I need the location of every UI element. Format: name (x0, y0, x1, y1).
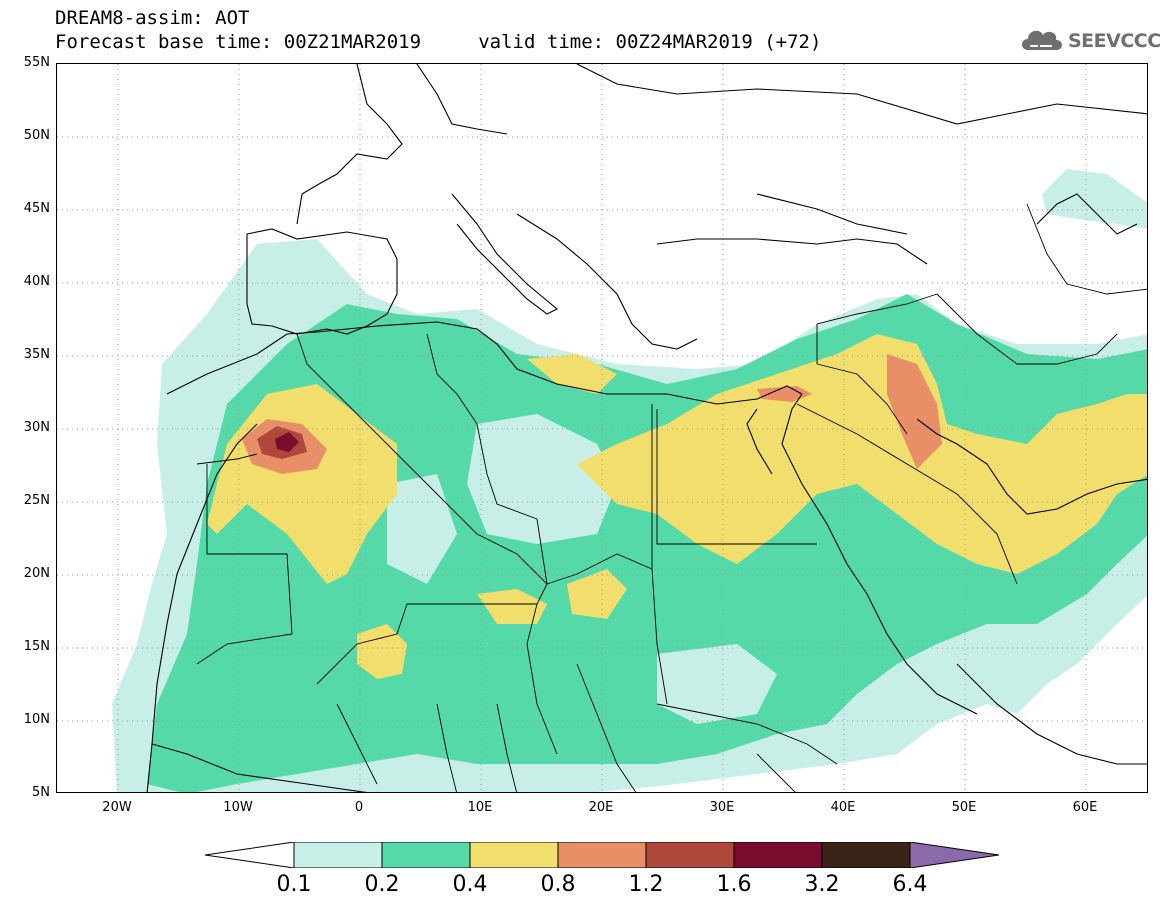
aot-hole-mali (387, 474, 457, 584)
borders (196, 203, 1147, 792)
seevccc-logo: SEEVCCC (1018, 24, 1161, 58)
colorbar-label-0.8: 0.8 (540, 872, 576, 897)
colorbar-label-3.2: 3.2 (804, 872, 840, 897)
colorbar-label-6.4: 6.4 (892, 872, 928, 897)
coastlines (146, 64, 1147, 792)
aot-map (57, 64, 1147, 792)
lat-label-25n: 25N (23, 493, 50, 508)
colorbar-label-0.4: 0.4 (452, 872, 488, 897)
colorbar-segment-0.4-0.8 (469, 842, 559, 868)
lon-label-30e: 30E (709, 800, 735, 815)
aot-hole-sahara (467, 414, 617, 544)
aot-band-0.8-iraq (887, 354, 942, 469)
colorbar-segment-0.8-1.2 (557, 842, 647, 868)
colorbar-label-1.6: 1.6 (716, 872, 752, 897)
aot-band-0.1-caspian (1042, 169, 1147, 229)
lon-label-40e: 40E (830, 800, 856, 815)
lon-label-20w: 20W (102, 800, 132, 815)
colorbar-label-0.2: 0.2 (364, 872, 400, 897)
colorbar-segment-0.1-0.2 (293, 842, 383, 868)
graticule (57, 64, 1147, 792)
lat-label-15n: 15N (23, 639, 50, 654)
lon-label-20e: 20E (588, 800, 614, 815)
colorbar-segment-1.6-3.2 (733, 842, 823, 868)
aot-band-0.4-libya (527, 354, 617, 394)
aot-band-0.4-niger (357, 624, 407, 679)
colorbar-segment-3.2-6.4 (821, 842, 911, 868)
lat-label-55n: 55N (23, 55, 50, 70)
aot-map-frame (56, 63, 1148, 793)
colorbar-segment-1.2-1.6 (645, 842, 735, 868)
aot-band-0.4-chad (477, 589, 547, 624)
colorbar-underflow-arrow (205, 842, 295, 868)
colorbar-label-0.1: 0.1 (276, 872, 312, 897)
lon-label-10e: 10E (467, 800, 493, 815)
aot-band-1.6-morocco (275, 432, 299, 452)
lat-label-50n: 50N (23, 128, 50, 143)
aot-band-0.4-sudan (567, 569, 627, 619)
lat-label-10n: 10N (23, 712, 50, 727)
cloud-icon (1022, 30, 1062, 50)
lat-label-40n: 40N (23, 274, 50, 289)
lon-label-0: 0 (354, 800, 364, 815)
lon-label-60e: 60E (1072, 800, 1098, 815)
aot-band-0.4-egypt-arabia (577, 334, 1147, 574)
colorbar-label-1.2: 1.2 (628, 872, 664, 897)
logo-label: SEEVCCC (1068, 30, 1161, 52)
lat-label-20n: 20N (23, 566, 50, 581)
lon-label-50e: 50E (951, 800, 977, 815)
aot-colorbar (205, 842, 1000, 868)
aot-band-0.8-levant (757, 386, 812, 402)
lat-label-35n: 35N (23, 347, 50, 362)
lat-label-30n: 30N (23, 420, 50, 435)
map-title: DREAM8-assim: AOT (55, 7, 250, 29)
forecast-time-subtitle: Forecast base time: 00Z21MAR2019 valid t… (55, 31, 822, 53)
aot-hole-sahel (657, 644, 777, 724)
lat-label-45n: 45N (23, 201, 50, 216)
lon-label-10w: 10W (223, 800, 253, 815)
colorbar-segment-0.2-0.4 (381, 842, 471, 868)
lat-label-5n: 5N (32, 785, 50, 800)
colorbar-overflow-arrow (909, 842, 1000, 868)
